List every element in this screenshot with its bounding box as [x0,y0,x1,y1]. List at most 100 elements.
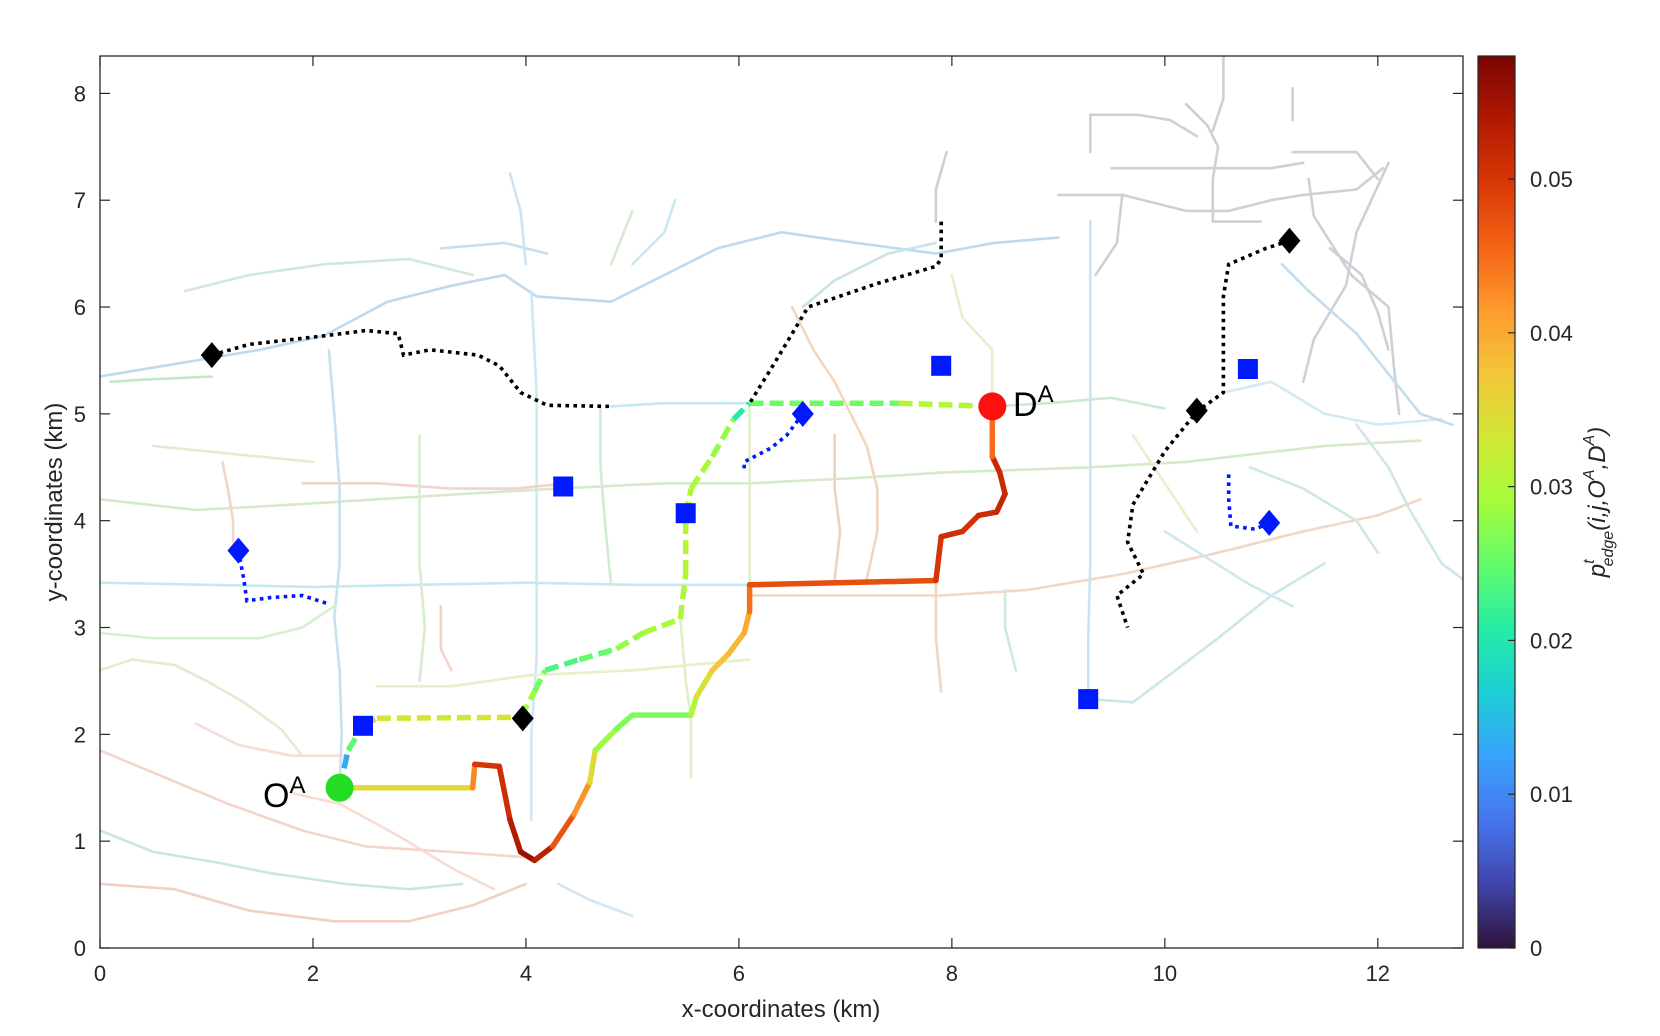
colorbar-bar [1477,55,1516,949]
network-edge-gray [1211,56,1225,133]
x-ticks: 0 2 4 6 8 10 12 [94,56,1390,986]
network-edge [990,396,1167,410]
blue-diamond-marker [1258,509,1281,536]
main-route-segment [507,817,524,855]
network-edge [1248,465,1380,555]
network-edge [631,198,677,266]
x-tick-label: 12 [1366,961,1390,986]
y-axis-label: y-coordinates (km) [41,403,68,602]
y-tick-label: 7 [74,188,86,213]
network-edge [1163,530,1294,608]
y-tick-label: 3 [74,616,86,641]
network-edge [375,658,751,688]
colorbar-tick-label: 0.02 [1530,628,1573,653]
square-marker [353,715,373,736]
main-route-segment [741,608,753,636]
network-edge-gray [1057,166,1385,213]
network-edge-gray [934,150,948,223]
network-edge [327,348,344,790]
network-edge [1355,423,1463,581]
dashed-route-segment [614,630,645,652]
network-edge [221,460,235,544]
colorbar-tick-label: 0.01 [1530,782,1573,807]
main-route-segment [709,651,732,674]
main-route-segment [549,811,577,850]
main-route-segment [993,491,1008,515]
colorbar-tick-label: 0 [1530,936,1542,961]
network-edge [529,289,538,822]
main-route-segment [693,667,716,700]
network-edge [950,273,994,408]
dashed-route-segment [709,417,736,458]
network-edge [1222,380,1443,426]
network-edge [508,172,528,266]
network-edge-gray [1291,150,1380,181]
x-tick-label: 4 [520,961,532,986]
network-edge [100,829,464,891]
network-edge [100,439,1422,512]
square-marker [931,355,952,376]
black-dotted-route [748,221,944,405]
black-dotted-route [1114,239,1290,629]
network-edge [1086,562,1326,704]
colorbar-ticks: 0 0.01 0.02 0.03 0.04 0.05 [1508,167,1573,961]
network-edge-gray [1307,177,1401,416]
svg-text:OA: OA [263,772,305,815]
network-edge [100,882,528,923]
network-edge [439,604,453,672]
square-marker [675,503,696,524]
destination-sup: A [1038,381,1054,408]
main-route-segment [496,763,513,823]
colorbar: 0 0.01 0.02 0.03 0.04 0.05 pt edge(i,j,OA,DA) [1477,55,1617,961]
network-edge [439,241,549,255]
main-route-segment [938,528,966,540]
dashed-route-segment [642,616,682,636]
network-edge-gray [1094,193,1124,277]
destination-letter: D [1013,386,1038,424]
network-edge [1280,262,1454,426]
x-tick-label: 10 [1153,961,1177,986]
dashed-route-segment [677,573,689,620]
y-tick-label: 0 [74,936,86,961]
plot-frame [99,55,1464,949]
origin-label: OA [263,772,305,815]
network-edge [100,231,1060,378]
svg-text:DA: DA [1013,381,1054,424]
network-edge [290,791,496,891]
y-tick-label: 8 [74,81,86,106]
main-route-segment [592,726,620,754]
network-edge [100,749,528,859]
network-edge [1003,588,1018,672]
network-edge [556,882,634,918]
origin-marker [325,773,354,802]
dashed-route-segment [731,401,752,422]
square-marker [553,476,574,497]
main-route-segment [997,469,1008,497]
network-edge-gray [1328,247,1390,352]
x-tick-label: 6 [733,961,745,986]
x-tick-label: 0 [94,961,106,986]
square-marker [1078,689,1099,710]
blue-dotted-route [742,412,805,470]
network-edge [1131,433,1199,533]
colorbar-tick-label: 0.04 [1530,321,1573,346]
dashed-route-segment [898,400,993,410]
y-tick-label: 1 [74,829,86,854]
main-route-segment [688,694,700,718]
network-edge-gray [1184,102,1262,223]
diamond-marker [511,705,534,732]
network-edge [934,578,943,693]
dashed-route-segment [532,669,548,693]
diamond-marker [791,400,814,427]
main-route-segment [613,712,636,732]
network-edge [100,604,336,640]
main-route-segment [587,747,598,786]
colorbar-label: pt edge(i,j,OA,DA) [1581,427,1617,578]
main-route-segment [571,779,593,818]
network-edge [833,433,842,581]
dashed-route-segment [688,455,715,491]
main-route-segment [531,843,556,864]
routes [211,221,1290,864]
main-route-segment [725,630,747,657]
